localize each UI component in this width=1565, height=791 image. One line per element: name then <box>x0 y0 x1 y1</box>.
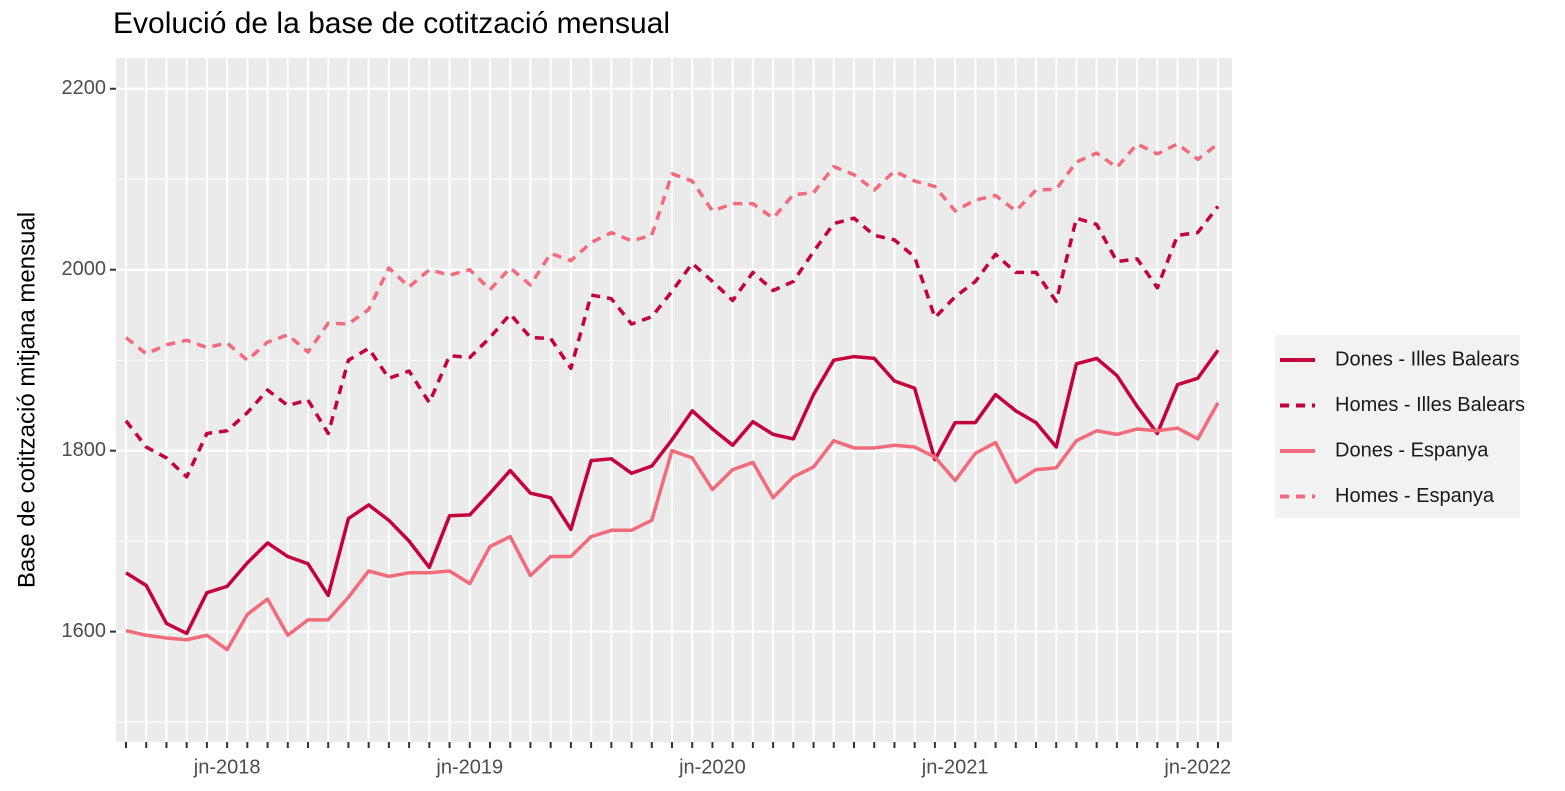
series-line <box>125 349 1220 636</box>
x-tick-label: jn-2018 <box>193 756 261 778</box>
series-line <box>124 142 1220 362</box>
legend-background <box>1275 335 1520 518</box>
y-axis-label: Base de cotització mitjana mensual <box>13 212 40 588</box>
legend-label: Homes - Espanya <box>1335 485 1495 507</box>
y-tick-label: 2200 <box>62 77 107 99</box>
plot-panel <box>116 58 1232 742</box>
x-tick-label: jn-2021 <box>921 756 989 778</box>
series-line <box>124 205 1220 479</box>
legend-label: Dones - Espanya <box>1335 439 1489 461</box>
x-tick-label: jn-2022 <box>1163 756 1231 778</box>
y-tick-label: 1600 <box>62 620 107 642</box>
x-tick-label: jn-2019 <box>435 756 503 778</box>
y-tick-label: 1800 <box>62 439 107 461</box>
legend-label: Homes - Illes Balears <box>1335 394 1525 416</box>
y-tick-label: 2000 <box>62 258 107 280</box>
series-line <box>125 401 1220 652</box>
legend-label: Dones - Illes Balears <box>1335 348 1520 370</box>
x-tick-label: jn-2020 <box>678 756 746 778</box>
chart-title: Evolució de la base de cotització mensua… <box>113 7 670 40</box>
